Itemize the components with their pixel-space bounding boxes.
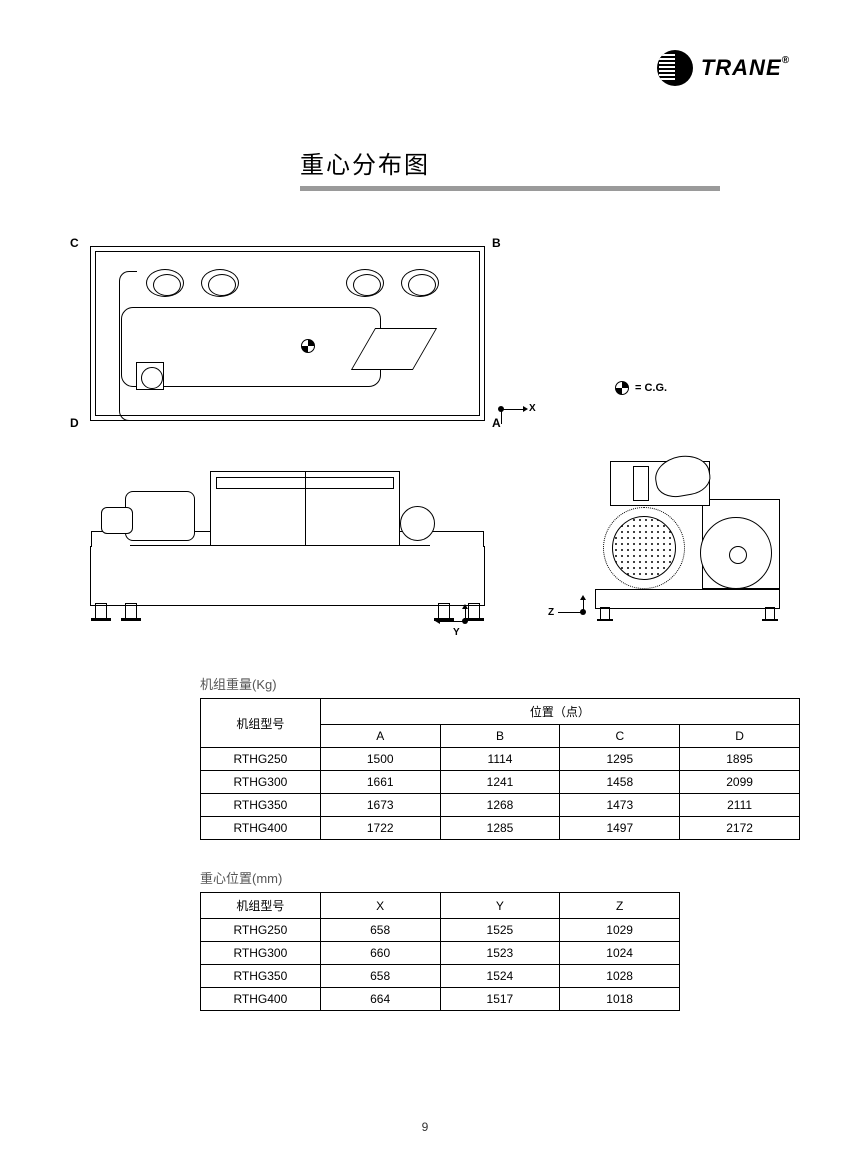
value-cell: 1473 [560,794,680,817]
value-cell: 1722 [320,817,440,840]
axis-z-label: Z [548,607,554,618]
brand-logo: TRANE® [657,50,790,86]
col-a: A [320,725,440,748]
table-row: 机组型号 X Y Z [201,893,680,919]
model-header: 机组型号 [201,699,321,748]
brand-reg: ® [782,55,790,66]
value-cell: 1028 [560,965,680,988]
value-cell: 1018 [560,988,680,1011]
value-cell: 660 [320,942,440,965]
title-block: 重心分布图 [300,145,790,191]
table-row: 机组型号 位置（点） [201,699,800,725]
value-cell: 2111 [680,794,800,817]
model-cell: RTHG250 [201,919,321,942]
value-cell: 658 [320,965,440,988]
value-cell: 1029 [560,919,680,942]
weight-table-caption: 机组重量(Kg) [200,674,800,693]
brand-text: TRANE [701,55,782,80]
model-header: 机组型号 [201,893,321,919]
model-cell: RTHG350 [201,794,321,817]
logo-icon [657,50,693,86]
table-row: RTHG35065815241028 [201,965,680,988]
col-b: B [440,725,560,748]
model-cell: RTHG250 [201,748,321,771]
page-number: 9 [422,1120,429,1134]
cg-table: 机组型号 X Y Z RTHG25065815251029RTHG3006601… [200,892,680,1011]
value-cell: 1024 [560,942,680,965]
cg-legend-text: = C.G. [635,382,667,394]
brand-name: TRANE® [701,55,790,81]
value-cell: 1661 [320,771,440,794]
value-cell: 1241 [440,771,560,794]
cg-legend: = C.G. [615,381,667,395]
table-row: RTHG4001722128514972172 [201,817,800,840]
model-cell: RTHG300 [201,942,321,965]
axis-y-label: Y [453,627,460,638]
cg-mark-icon [301,339,315,353]
value-cell: 2172 [680,817,800,840]
value-cell: 1524 [440,965,560,988]
col-c: C [560,725,680,748]
table-row: RTHG30066015231024 [201,942,680,965]
value-cell: 1517 [440,988,560,1011]
position-header: 位置（点） [320,699,799,725]
model-cell: RTHG350 [201,965,321,988]
value-cell: 1525 [440,919,560,942]
corner-label-c: C [70,236,79,250]
side-view [90,456,485,621]
weight-table-block: 机组重量(Kg) 机组型号 位置（点） A B C D RTHG25015001… [200,674,800,840]
weight-table: 机组型号 位置（点） A B C D RTHG25015001114129518… [200,698,800,840]
value-cell: 1895 [680,748,800,771]
table-row: RTHG40066415171018 [201,988,680,1011]
value-cell: 1295 [560,748,680,771]
value-cell: 664 [320,988,440,1011]
corner-label-b: B [492,236,501,250]
page-title: 重心分布图 [300,145,790,180]
table-row: RTHG25065815251029 [201,919,680,942]
axis-x-label: X [529,403,536,414]
cg-legend-icon [615,381,629,395]
col-z: Z [560,893,680,919]
value-cell: 1523 [440,942,560,965]
cg-table-block: 重心位置(mm) 机组型号 X Y Z RTHG25065815251029RT… [200,868,800,1011]
col-x: X [320,893,440,919]
corner-label-a: A [492,416,501,430]
model-cell: RTHG400 [201,988,321,1011]
col-d: D [680,725,800,748]
table-row: RTHG3501673126814732111 [201,794,800,817]
model-cell: RTHG400 [201,817,321,840]
value-cell: 2099 [680,771,800,794]
col-y: Y [440,893,560,919]
table-row: RTHG3001661124114582099 [201,771,800,794]
tables-section: 机组重量(Kg) 机组型号 位置（点） A B C D RTHG25015001… [200,674,800,1011]
cg-diagram: C B D A X = C.G. Y [60,236,780,646]
value-cell: 658 [320,919,440,942]
value-cell: 1285 [440,817,560,840]
title-underline [300,186,720,191]
value-cell: 1497 [560,817,680,840]
value-cell: 1114 [440,748,560,771]
value-cell: 1673 [320,794,440,817]
cg-table-caption: 重心位置(mm) [200,868,800,887]
value-cell: 1500 [320,748,440,771]
top-view [90,246,485,421]
value-cell: 1268 [440,794,560,817]
table-row: RTHG2501500111412951895 [201,748,800,771]
model-cell: RTHG300 [201,771,321,794]
end-view [595,461,780,621]
value-cell: 1458 [560,771,680,794]
corner-label-d: D [70,416,79,430]
